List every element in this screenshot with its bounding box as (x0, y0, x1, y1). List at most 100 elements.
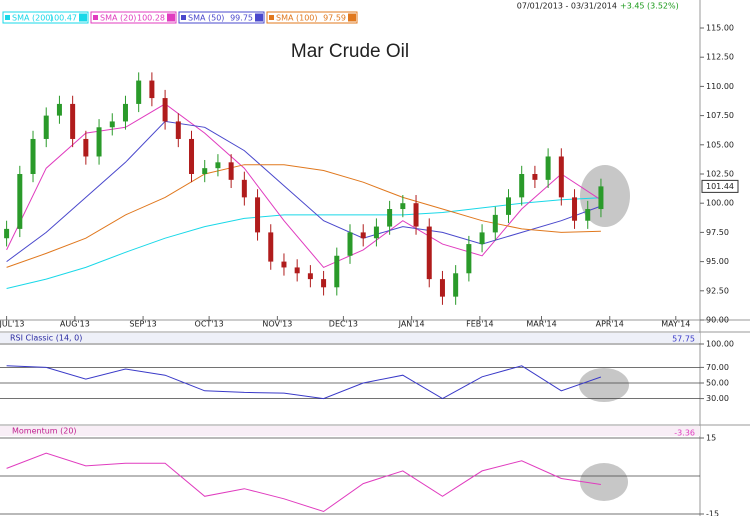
highlight (579, 368, 629, 402)
candle-body (268, 232, 274, 262)
date-range: 07/01/2013 - 03/31/2014 (517, 2, 617, 11)
last-value: 57.75 (672, 335, 695, 344)
x-tick-label: FEB'14 (466, 320, 494, 329)
panel-header (0, 426, 700, 436)
candle-body (558, 156, 564, 198)
legend-swatch (93, 15, 98, 20)
candle-body (43, 115, 49, 139)
y-tick-label: 110.00 (706, 82, 734, 91)
candle-body (109, 121, 115, 128)
legend-close[interactable] (255, 13, 263, 22)
candle-body (294, 267, 300, 274)
price-tag (701, 179, 739, 193)
legend-label: SMA (50) (188, 14, 224, 23)
candle-body (228, 162, 234, 180)
legend-value: 99.75 (230, 14, 253, 23)
candle-body (255, 197, 261, 233)
candle-body (56, 103, 62, 116)
legend-label: SMA (20) (100, 14, 136, 23)
x-tick-label: NOV'13 (262, 320, 292, 329)
line (6, 164, 601, 268)
candle-body (70, 103, 76, 139)
candle-body (545, 156, 551, 180)
y-tick-label: 90.00 (706, 316, 729, 325)
candle-body (426, 226, 432, 280)
x-tick-label: SEP'13 (129, 320, 156, 329)
legend-label: SMA (200) (12, 14, 54, 23)
candle-body (360, 232, 366, 239)
legend-close[interactable] (167, 13, 175, 22)
y-tick-label: 105.00 (706, 140, 734, 149)
legend-close[interactable] (348, 13, 356, 22)
change: +3.45 (3.52%) (620, 2, 679, 11)
y-tick-label: 115.00 (706, 24, 734, 33)
candle-body (17, 174, 23, 229)
candle-body (202, 168, 208, 174)
candle-body (30, 138, 36, 174)
x-tick-label: MAY'14 (661, 320, 690, 329)
candle-body (347, 232, 353, 256)
candle-body (83, 138, 89, 157)
candle-body (334, 255, 340, 288)
line (6, 103, 602, 269)
y-tick-label: 50.00 (706, 379, 729, 388)
x-tick-label: OCT'13 (195, 320, 224, 329)
legend-close[interactable] (79, 13, 87, 22)
candle-body (572, 197, 578, 221)
y-tick-label: 100.00 (706, 199, 734, 208)
candle-body (307, 273, 313, 280)
y-tick-label: -15 (706, 510, 719, 517)
y-tick-label: 95.00 (706, 257, 729, 266)
candle-body (136, 80, 142, 104)
y-tick-label: 70.00 (706, 363, 729, 372)
candle-body (466, 244, 472, 274)
candle-body (400, 203, 406, 210)
candle-body (439, 279, 445, 297)
legend-chip (178, 11, 265, 24)
line (6, 197, 601, 289)
candle-body (492, 214, 498, 233)
legend-chip (2, 11, 89, 24)
legend-chip (266, 11, 358, 24)
candle-body (241, 179, 247, 198)
legend-label: SMA (100) (276, 14, 318, 23)
x-tick-label: JAN'14 (398, 320, 425, 329)
candle-body (4, 228, 10, 239)
legend-chip (90, 11, 177, 24)
y-tick-label: 30.00 (706, 394, 729, 403)
candle-body (96, 127, 102, 157)
chart-title: Mar Crude Oil (291, 41, 409, 62)
candle-body (149, 80, 155, 99)
highlight (580, 463, 628, 501)
last-value: -3.36 (674, 429, 695, 438)
line (6, 120, 602, 263)
candle-body (505, 197, 511, 215)
legend-swatch (269, 15, 274, 20)
y-tick-label: 102.50 (706, 170, 734, 179)
candle-body (453, 273, 459, 297)
candle-body (387, 209, 393, 227)
x-tick-label: MAR'14 (526, 320, 556, 329)
candle-body (413, 203, 419, 227)
x-tick-label: APR'14 (596, 320, 624, 329)
panel-title: RSI Classic (14, 0) (10, 334, 82, 343)
y-tick-label: 15 (706, 434, 716, 443)
candle-body (162, 98, 168, 122)
y-tick-label: 100.00 (706, 340, 734, 349)
candle-body (189, 138, 195, 174)
candle-body (532, 174, 538, 180)
candle-body (479, 232, 485, 245)
legend-value: 100.47 (49, 14, 77, 23)
y-tick-label: 107.50 (706, 111, 734, 120)
candle-body (598, 186, 604, 210)
candle-body (585, 209, 591, 221)
x-tick-label: JUL'13 (0, 320, 25, 329)
legend-value: 100.28 (137, 14, 165, 23)
panel-title: Momentum (20) (12, 427, 77, 436)
y-tick-label: 97.50 (706, 228, 729, 237)
x-tick-label: DEC'13 (329, 320, 358, 329)
line (6, 365, 602, 400)
candle-body (175, 121, 181, 139)
